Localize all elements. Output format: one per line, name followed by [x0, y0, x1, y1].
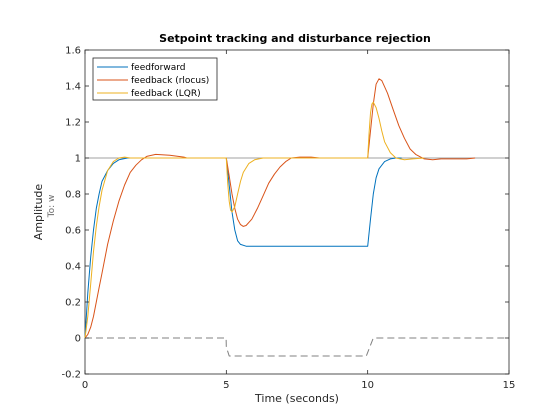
- plot-area: [84, 49, 510, 375]
- series-line-feedback-lqr: [84, 101, 425, 339]
- x-tick-label: 0: [82, 380, 88, 391]
- series-layer: [84, 78, 509, 357]
- y-tick-label: 0.4: [65, 262, 81, 273]
- y-tick-label: 0.2: [65, 298, 81, 309]
- y-tick-label: 1.2: [65, 118, 81, 129]
- x-tick-label: 5: [223, 380, 229, 391]
- x-tick-label: 10: [361, 380, 374, 391]
- y-axis-sublabel: To: w: [47, 195, 57, 219]
- series-line-feedback-rlocus: [84, 78, 476, 339]
- y-tick-label: 0.8: [65, 190, 81, 201]
- x-tick-label: 15: [503, 380, 516, 391]
- legend: feedforward feedback (rlocus) feedback (LQ…: [92, 57, 218, 101]
- chart-title: Setpoint tracking and disturbance reject…: [159, 32, 431, 45]
- legend-label: feedback (rlocus): [131, 76, 209, 86]
- y-tick-label: 1.4: [65, 82, 81, 93]
- legend-label: feedback (LQR): [131, 89, 201, 99]
- y-tick-label: 0: [75, 334, 81, 345]
- y-axis-label: Amplitude: [32, 184, 45, 241]
- tick-marks: [84, 49, 510, 375]
- y-tick-label: 0.6: [65, 226, 81, 237]
- legend-label: feedforward: [131, 63, 185, 73]
- y-tick-label: 1.6: [65, 46, 81, 57]
- x-axis-label: Time (seconds): [254, 392, 339, 405]
- y-tick-label: 1: [75, 154, 81, 165]
- y-tick-labels: -0.2 0 0.2 0.4 0.6 0.8 1 1.2 1.4 1.6: [61, 46, 81, 381]
- y-tick-label: -0.2: [61, 370, 81, 381]
- series-line-disturbance: [85, 337, 509, 357]
- x-tick-labels: 0 5 10 15: [82, 380, 516, 391]
